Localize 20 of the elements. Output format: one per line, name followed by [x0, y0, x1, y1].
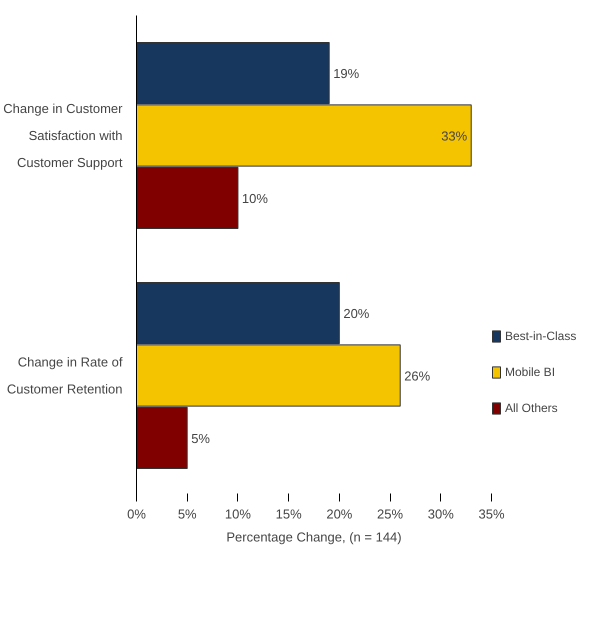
x-tick-label: 30%: [428, 506, 454, 522]
data-label: 5%: [191, 430, 210, 446]
x-tick-label: 10%: [224, 506, 252, 522]
data-label: 26%: [404, 368, 431, 384]
x-tick-label: 20%: [326, 506, 353, 522]
data-label: 19%: [333, 66, 360, 82]
x-axis-title: Percentage Change, (n = 144): [226, 530, 402, 544]
data-label: 20%: [343, 306, 370, 322]
y-tick-label: Change in Customer Satisfaction with Customer Support: [3, 101, 124, 170]
data-label: 33%: [441, 128, 468, 144]
data-label: 10%: [242, 190, 268, 206]
x-tick-label: 0%: [127, 506, 146, 522]
x-tick-label: 5%: [178, 506, 198, 522]
x-tick-label: 35%: [478, 506, 505, 522]
legend-label: Best-in-Class: [505, 329, 576, 343]
x-tick-label: 25%: [377, 506, 404, 522]
legend-label: All Others: [505, 401, 558, 415]
y-tick-label: Change in Rate of Customer Retention: [6, 354, 123, 396]
x-tick-label: 15%: [276, 506, 302, 522]
legend-label: Mobile BI: [505, 365, 556, 379]
